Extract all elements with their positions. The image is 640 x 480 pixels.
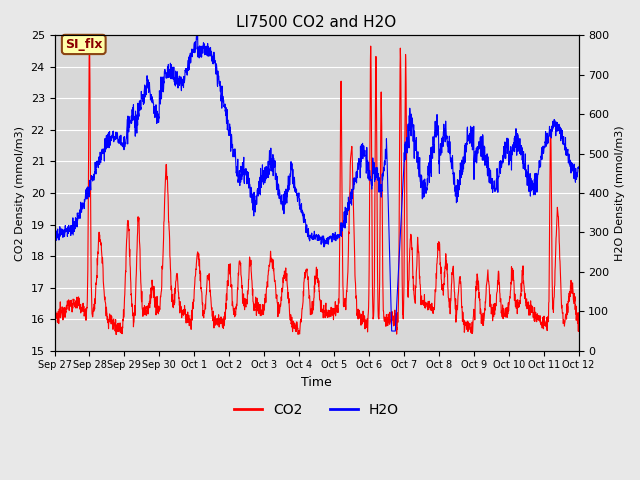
X-axis label: Time: Time bbox=[301, 376, 332, 389]
H2O bbox=[77, 201, 85, 206]
Legend: CO2, H2O: CO2, H2O bbox=[228, 397, 404, 423]
CO2 bbox=[575, 310, 582, 316]
H2O bbox=[193, 33, 201, 38]
CO2 bbox=[86, 40, 93, 46]
CO2 bbox=[560, 317, 568, 323]
Text: SI_flx: SI_flx bbox=[65, 38, 102, 51]
Line: H2O: H2O bbox=[54, 36, 579, 331]
H2O bbox=[292, 187, 300, 192]
H2O bbox=[575, 164, 582, 170]
H2O bbox=[306, 238, 314, 244]
CO2 bbox=[112, 332, 120, 337]
Y-axis label: CO2 Density (mmol/m3): CO2 Density (mmol/m3) bbox=[15, 126, 25, 261]
H2O bbox=[560, 134, 568, 140]
CO2 bbox=[464, 318, 472, 324]
H2O bbox=[388, 328, 396, 334]
Line: CO2: CO2 bbox=[54, 43, 579, 335]
CO2 bbox=[292, 329, 300, 335]
Y-axis label: H2O Density (mmol/m3): H2O Density (mmol/m3) bbox=[615, 125, 625, 261]
CO2 bbox=[560, 320, 568, 325]
CO2 bbox=[306, 298, 314, 304]
H2O bbox=[51, 235, 58, 241]
H2O bbox=[464, 138, 472, 144]
CO2 bbox=[77, 305, 85, 311]
Title: LI7500 CO2 and H2O: LI7500 CO2 and H2O bbox=[236, 15, 397, 30]
CO2 bbox=[51, 318, 58, 324]
H2O bbox=[560, 142, 568, 147]
